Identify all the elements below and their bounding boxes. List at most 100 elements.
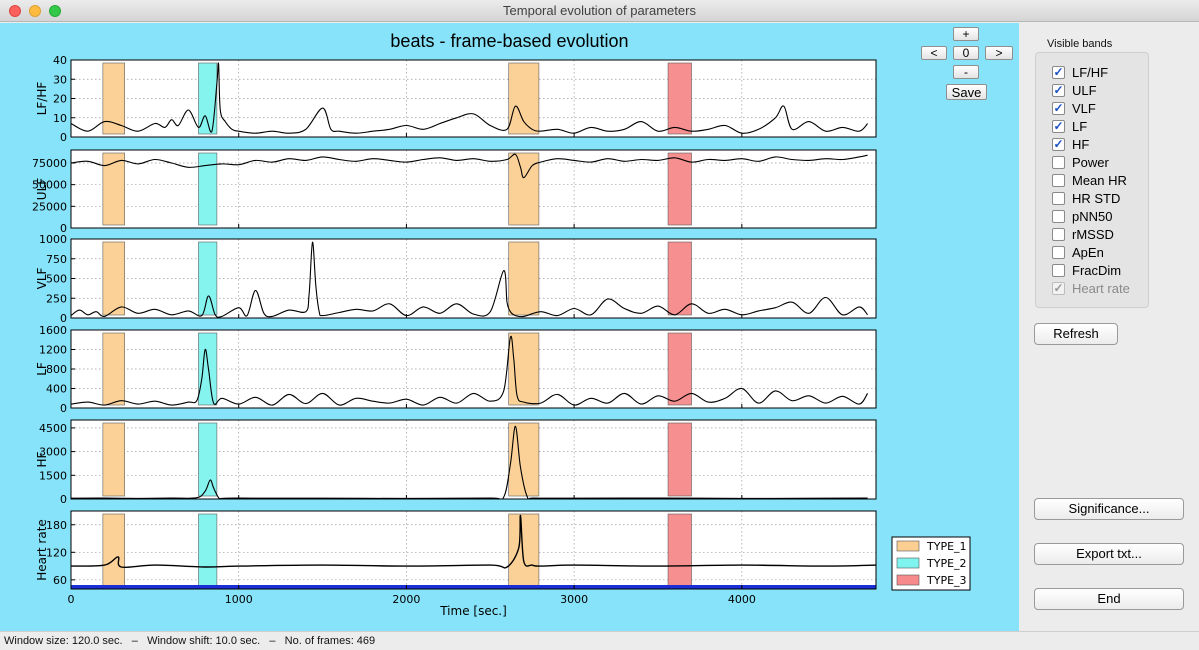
y-tick-label: 400: [46, 383, 67, 396]
band-label: Mean HR: [1072, 173, 1127, 188]
x-tick-label: 0: [68, 593, 75, 606]
band-label: ApEn: [1072, 245, 1104, 260]
region-type-2: [198, 241, 218, 316]
zoom-window-button[interactable]: [49, 5, 61, 17]
region-type-3: [667, 332, 692, 406]
legend-label: TYPE_3: [926, 574, 967, 587]
x-tick-label: 4000: [728, 593, 756, 606]
close-window-button[interactable]: [9, 5, 21, 17]
y-tick-label: 60: [53, 574, 67, 587]
next-frame-button[interactable]: >: [985, 46, 1013, 60]
status-separator: –: [131, 635, 138, 647]
baseline-band: [71, 585, 876, 589]
y-tick-label: 0: [60, 493, 67, 506]
y-tick-label: 250: [46, 292, 67, 305]
region-type-2: [198, 62, 218, 135]
window-size-status: Window size: 120.0 sec.: [4, 635, 123, 647]
checkmark-icon: ✓: [1052, 281, 1065, 295]
y-tick-label: 0: [60, 312, 67, 325]
axes-frame: [70, 149, 877, 229]
region-type-1: [508, 513, 540, 587]
checkmark-icon: ✓: [1052, 101, 1065, 115]
legend-label: TYPE_2: [926, 557, 967, 570]
region-type-1: [508, 332, 540, 406]
band-label: LF: [1072, 119, 1088, 134]
plot-background: [71, 511, 876, 589]
y-tick-label: 30: [53, 73, 67, 86]
checkbox-icon: [1052, 264, 1065, 277]
refresh-button[interactable]: Refresh: [1034, 323, 1118, 345]
significance-button[interactable]: Significance...: [1034, 498, 1184, 520]
y-tick-label: 120: [46, 546, 67, 559]
frame-index-field[interactable]: 0: [953, 46, 979, 60]
region-type-3: [667, 513, 692, 587]
y-tick-label: 1200: [39, 344, 67, 357]
chart-panel-lf-hf: 0 10 20 30 40 LF/HF: [35, 54, 877, 144]
checkbox-icon: [1052, 156, 1065, 169]
band-label: Heart rate: [1072, 281, 1130, 296]
visible-bands-group: ✓ LF/HF ✓ ULF ✓ VLF ✓ LF ✓ HF Power Mean HR HR STD pN…: [1035, 52, 1149, 308]
y-tick-label: 500: [46, 273, 67, 286]
band-label: HR STD: [1072, 191, 1121, 206]
y-tick-label: 180: [46, 519, 67, 532]
y-axis-label: LF/HF: [35, 82, 49, 116]
plot-background: [71, 420, 876, 499]
region-type-1: [508, 241, 540, 316]
zoom-out-button[interactable]: -: [953, 65, 979, 79]
previous-frame-button[interactable]: <: [921, 46, 947, 60]
region-type-1: [102, 422, 125, 497]
y-tick-label: 800: [46, 363, 67, 376]
chart-panel-vlf: 0 250 500 750 1000 VLF: [35, 233, 877, 325]
y-tick-label: 40: [53, 54, 67, 67]
region-type-2: [198, 513, 218, 587]
band-label: FracDim: [1072, 263, 1122, 278]
y-axis-label: ULF: [35, 178, 49, 200]
region-type-2: [198, 422, 218, 497]
checkmark-icon: ✓: [1052, 65, 1065, 79]
y-tick-label: 750: [46, 253, 67, 266]
checkbox-icon: [1052, 228, 1065, 241]
region-type-1: [102, 62, 125, 135]
end-button[interactable]: End: [1034, 588, 1184, 610]
checkbox-icon: [1052, 210, 1065, 223]
y-tick-label: 25000: [32, 200, 67, 213]
region-type-3: [667, 62, 692, 135]
series-line: [71, 153, 868, 179]
chart-panel-hf: 0 1500 3000 4500 HF: [35, 419, 877, 506]
checkbox-icon: [1052, 192, 1065, 205]
y-tick-label: 3000: [39, 446, 67, 459]
band-label: LF/HF: [1072, 65, 1109, 80]
region-type-2: [198, 332, 218, 406]
legend-label: TYPE_1: [926, 540, 967, 553]
x-tick-label: 1000: [225, 593, 253, 606]
series-line: [71, 514, 876, 569]
y-tick-label: 1600: [39, 324, 67, 337]
checkmark-icon: ✓: [1052, 137, 1065, 151]
checkbox-icon: [1052, 174, 1065, 187]
region-type-1: [102, 332, 125, 406]
window-shift-status: Window shift: 10.0 sec.: [147, 635, 261, 647]
region-type-3: [667, 422, 692, 497]
frame-count-status: No. of frames: 469: [284, 635, 376, 647]
region-type-3: [667, 152, 692, 226]
y-tick-label: 50000: [32, 179, 67, 192]
band-label: VLF: [1072, 101, 1096, 116]
plot-title: beats - frame-based evolution: [390, 31, 629, 51]
y-axis-label: Heart rate: [35, 519, 49, 581]
y-tick-label: 4500: [39, 422, 67, 435]
region-type-1: [102, 513, 125, 587]
minimize-window-button[interactable]: [29, 5, 41, 17]
status-separator: –: [269, 635, 276, 647]
series-line: [71, 62, 869, 134]
zoom-in-button[interactable]: +: [953, 27, 979, 41]
series-line: [71, 425, 868, 499]
export-txt-button[interactable]: Export txt...: [1034, 543, 1184, 565]
save-button[interactable]: Save: [946, 84, 987, 100]
window-titlebar: Temporal evolution of parameters: [0, 0, 1199, 22]
checkmark-icon: ✓: [1052, 119, 1065, 133]
plot-background: [71, 150, 876, 228]
status-bar: Window size: 120.0 sec. – Window shift: …: [0, 631, 1199, 650]
y-axis-label: VLF: [35, 268, 49, 290]
y-tick-label: 1000: [39, 233, 67, 246]
